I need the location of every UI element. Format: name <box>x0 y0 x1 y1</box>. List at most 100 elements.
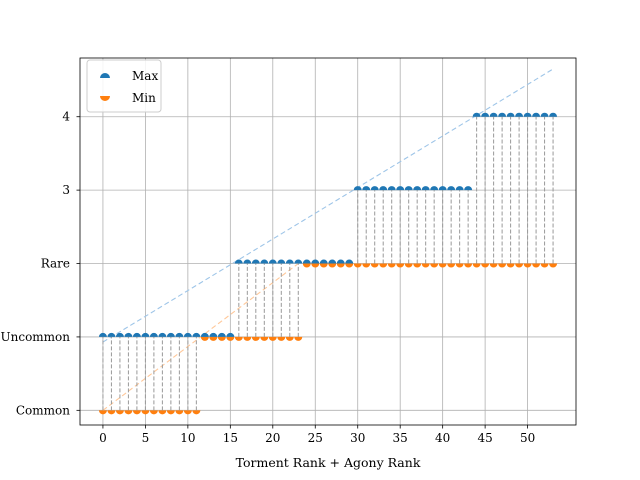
trend-lines <box>102 68 554 411</box>
marker-max <box>124 332 133 337</box>
marker-min <box>413 263 422 268</box>
marker-min <box>447 263 456 268</box>
marker-min <box>498 263 507 268</box>
marker-min <box>107 410 116 415</box>
x-tick-label: 15 <box>223 431 238 445</box>
y-tick-label: 3 <box>62 183 70 197</box>
marker-max <box>396 186 405 191</box>
marker-max <box>523 112 532 117</box>
legend-min-marker <box>100 96 110 101</box>
marker-max <box>251 259 260 264</box>
marker-min <box>158 410 167 415</box>
marker-min <box>472 263 481 268</box>
marker-max <box>498 112 507 117</box>
marker-max <box>404 186 413 191</box>
marker-max <box>345 259 354 264</box>
marker-max <box>532 112 541 117</box>
marker-max <box>107 332 116 337</box>
marker-min <box>430 263 439 268</box>
marker-min <box>141 410 150 415</box>
marker-max <box>158 332 167 337</box>
marker-max <box>540 112 549 117</box>
x-tick-label: 10 <box>180 431 195 445</box>
marker-min <box>209 336 218 341</box>
marker-min <box>336 263 345 268</box>
plot-frame <box>79 57 577 426</box>
marker-min <box>370 263 379 268</box>
marker-max <box>336 259 345 264</box>
marker-min <box>98 410 107 415</box>
marker-min <box>149 410 158 415</box>
marker-min <box>328 263 337 268</box>
x-tick-label: 30 <box>350 431 365 445</box>
marker-min <box>200 336 209 341</box>
marker-max <box>438 186 447 191</box>
axis-ticks: 0 5 10 15 20 25 30 35 40 45 50 Common Uncommon Rare 3 4 <box>1 110 536 445</box>
data-markers <box>98 112 558 415</box>
marker-min <box>379 263 388 268</box>
marker-min <box>455 263 464 268</box>
y-tick-label: Rare <box>41 257 70 271</box>
x-tick-label: 20 <box>265 431 280 445</box>
marker-min <box>353 263 362 268</box>
marker-max <box>481 112 490 117</box>
marker-max <box>421 186 430 191</box>
marker-max <box>489 112 498 117</box>
x-tick-label: 0 <box>99 431 107 445</box>
marker-max <box>192 332 201 337</box>
marker-min <box>132 410 141 415</box>
marker-min <box>387 263 396 268</box>
marker-max <box>98 332 107 337</box>
marker-max <box>234 259 243 264</box>
marker-min <box>319 263 328 268</box>
marker-max <box>209 332 218 337</box>
marker-max <box>268 259 277 264</box>
marker-max <box>277 259 286 264</box>
marker-max <box>302 259 311 264</box>
trend-line-min <box>102 263 299 411</box>
marker-min <box>481 263 490 268</box>
marker-max <box>464 186 473 191</box>
marker-min <box>302 263 311 268</box>
marker-max <box>183 332 192 337</box>
x-tick-label: 25 <box>308 431 323 445</box>
marker-min <box>294 336 303 341</box>
marker-max <box>226 332 235 337</box>
marker-max <box>115 332 124 337</box>
marker-max <box>328 259 337 264</box>
marker-max <box>175 332 184 337</box>
marker-min <box>226 336 235 341</box>
x-axis-label: Torment Rank + Agony Rank <box>236 455 421 470</box>
marker-min <box>268 336 277 341</box>
marker-max <box>506 112 515 117</box>
x-tick-label: 50 <box>520 431 535 445</box>
marker-min <box>506 263 515 268</box>
marker-min <box>217 336 226 341</box>
y-tick-label: Common <box>16 403 70 417</box>
marker-min <box>515 263 524 268</box>
marker-min <box>549 263 558 268</box>
x-tick-label: 5 <box>142 431 150 445</box>
marker-max <box>370 186 379 191</box>
marker-min <box>404 263 413 268</box>
marker-min <box>523 263 532 268</box>
marker-min <box>464 263 473 268</box>
marker-max <box>166 332 175 337</box>
x-tick-label: 40 <box>435 431 450 445</box>
marker-max <box>447 186 456 191</box>
marker-max <box>294 259 303 264</box>
marker-max <box>132 332 141 337</box>
marker-max <box>353 186 362 191</box>
marker-max <box>362 186 371 191</box>
marker-max <box>515 112 524 117</box>
legend-min-label: Min <box>132 91 156 105</box>
marker-min <box>183 410 192 415</box>
marker-min <box>124 410 133 415</box>
marker-min <box>311 263 320 268</box>
marker-max <box>472 112 481 117</box>
grid <box>80 58 576 425</box>
marker-min <box>345 263 354 268</box>
marker-min <box>421 263 430 268</box>
marker-min <box>234 336 243 341</box>
marker-min <box>251 336 260 341</box>
